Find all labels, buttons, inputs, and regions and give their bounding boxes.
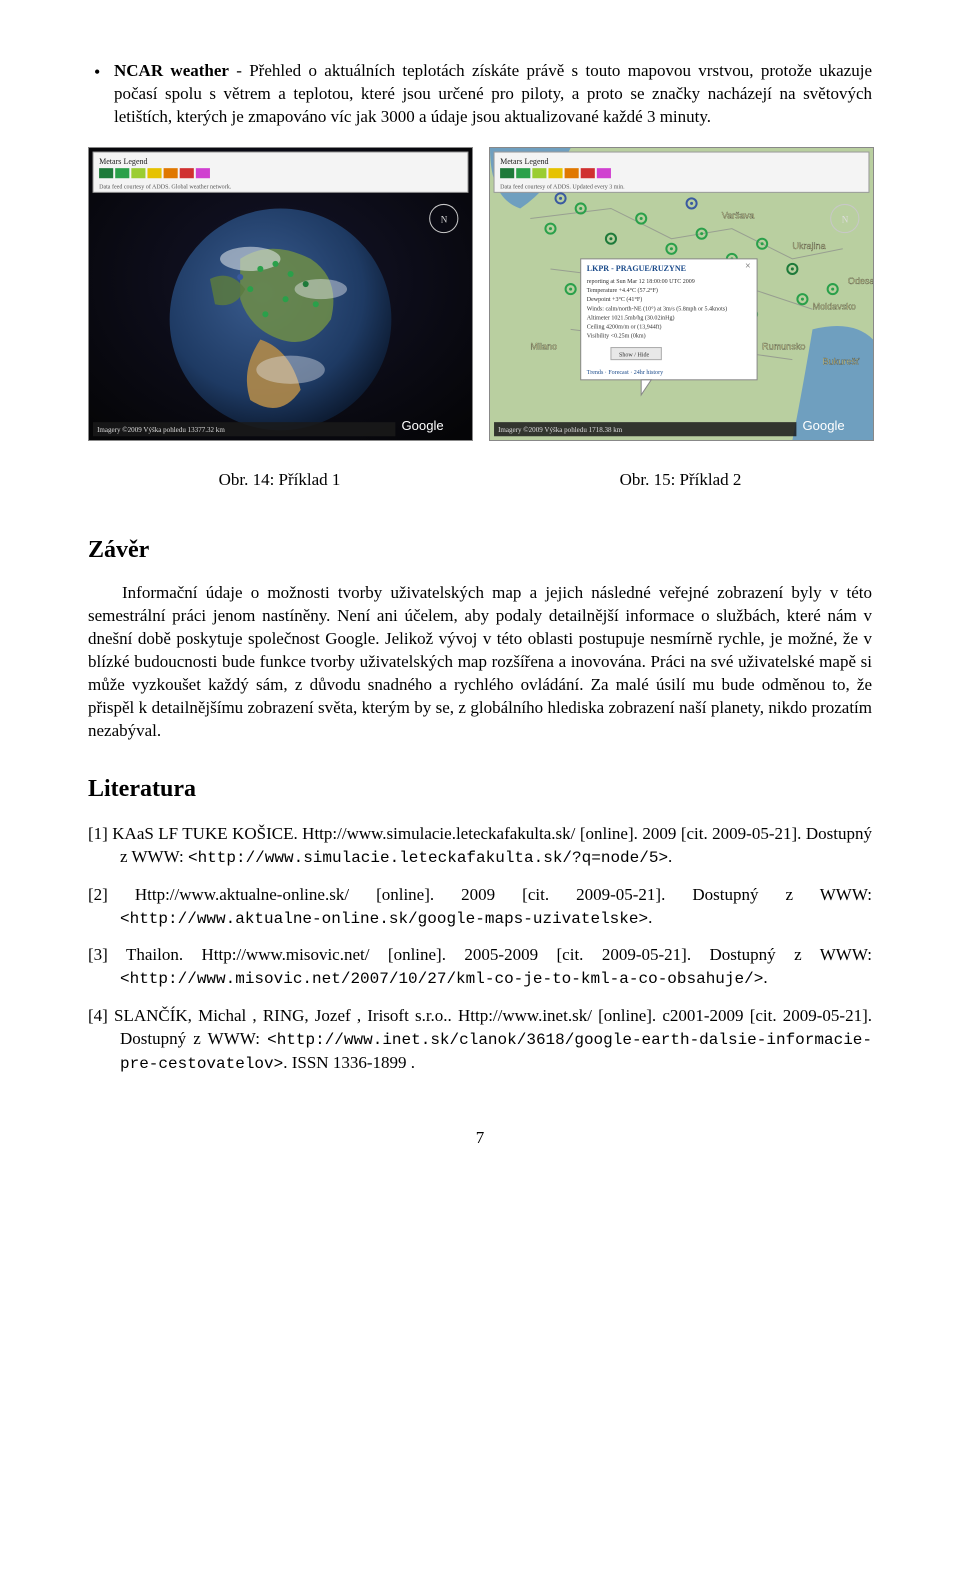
ref-4: [4] SLANČÍK, Michal , RING, Jozef , Iris… <box>88 1005 872 1075</box>
svg-text:Moldavsko: Moldavsko <box>813 301 856 311</box>
svg-text:Bukurešť: Bukurešť <box>823 357 860 367</box>
svg-text:Visibility <0.25m (0km): Visibility <0.25m (0km) <box>587 332 646 339</box>
svg-text:Milano: Milano <box>530 341 557 351</box>
svg-text:Temperature +4.4°C (57.2°F): Temperature +4.4°C (57.2°F) <box>587 287 658 294</box>
fig1-legend-cells <box>99 168 210 178</box>
ref-2: [2] Http://www.aktualne-online.sk/ [onli… <box>88 884 872 931</box>
caption-2: Obr. 15: Příklad 2 <box>489 469 872 492</box>
fig2-brand: Google <box>802 418 844 433</box>
fig2-popup-links: Trends · Forecast · 24hr history <box>587 370 663 376</box>
svg-text:Winds: calm/north-NE (10°) at: Winds: calm/north-NE (10°) at 3m/s (5.8m… <box>587 305 727 312</box>
figure-2-svg: Metars Legend Data feed courtesy of ADDS… <box>489 147 874 441</box>
fig2-popup: LKPR - PRAGUE/RUZYNE reporting at Sun Ma… <box>581 259 757 395</box>
figure-row: Metars Legend Data feed courtesy of ADDS… <box>88 147 872 441</box>
svg-text:Odesa: Odesa <box>848 276 874 286</box>
svg-text:Imagery ©2009 Výška pohledu: Imagery ©2009 Výška pohledu 1718.38 km <box>498 426 623 434</box>
ref-3: [3] Thailon. Http://www.misovic.net/ [on… <box>88 944 872 991</box>
section-literatura: Literatura <box>88 773 872 805</box>
caption-row: Obr. 14: Příklad 1 Obr. 15: Příklad 2 <box>88 469 872 492</box>
svg-text:Data feed courtesy of ADDS. Gl: Data feed courtesy of ADDS. Global weath… <box>99 183 232 190</box>
fig2-legend-title: Metars Legend <box>500 157 549 166</box>
page-number: 7 <box>88 1127 872 1150</box>
fig1-brand: Google <box>401 418 443 433</box>
svg-text:Ukrajina: Ukrajina <box>792 241 826 251</box>
svg-text:Dewpoint +3°C (41°F): Dewpoint +3°C (41°F) <box>587 296 642 303</box>
fig2-popup-title: LKPR - PRAGUE/RUZYNE <box>587 264 686 273</box>
fig1-legend-title: Metars Legend <box>99 157 147 166</box>
fig2-legend-cells <box>500 168 611 178</box>
svg-text:N: N <box>842 214 849 224</box>
figure-1: Metars Legend Data feed courtesy of ADDS… <box>88 147 471 441</box>
reference-list: [1] KAaS LF TUKE KOŠICE. Http://www.simu… <box>88 823 872 1075</box>
svg-text:reporting at Sun Mar 12 18:00:: reporting at Sun Mar 12 18:00:00 UTC 200… <box>587 279 695 285</box>
section-zaver: Závěr <box>88 534 872 566</box>
svg-text:×: × <box>745 261 751 272</box>
svg-text:Varšava: Varšava <box>722 210 756 220</box>
svg-text:N: N <box>441 214 448 224</box>
figure-1-svg: Metars Legend Data feed courtesy of ADDS… <box>88 147 473 441</box>
svg-text:Data feed courtesy of ADDS. Up: Data feed courtesy of ADDS. Updated ever… <box>500 183 625 190</box>
svg-text:Altimeter 1021.5mb/hg (30.02in: Altimeter 1021.5mb/hg (30.02inHg) <box>587 314 675 321</box>
ref-1: [1] KAaS LF TUKE KOŠICE. Http://www.simu… <box>88 823 872 870</box>
svg-text:Show / Hide: Show / Hide <box>619 352 649 358</box>
caption-1: Obr. 14: Příklad 1 <box>88 469 471 492</box>
svg-text:Rumunsko: Rumunsko <box>762 341 805 351</box>
bullet-title: NCAR weather <box>114 61 229 80</box>
bullet-ncar-weather: NCAR weather - Přehled o aktuálních tepl… <box>88 60 872 129</box>
svg-text:Imagery ©2009 Výška pohledu: Imagery ©2009 Výška pohledu 13377.32 km <box>97 426 225 434</box>
svg-text:Ceiling 4200m/m or (13,944ft): Ceiling 4200m/m or (13,944ft) <box>587 323 662 330</box>
figure-2: Metars Legend Data feed courtesy of ADDS… <box>489 147 872 441</box>
zaver-body: Informační údaje o možnosti tvorby uživa… <box>88 582 872 743</box>
